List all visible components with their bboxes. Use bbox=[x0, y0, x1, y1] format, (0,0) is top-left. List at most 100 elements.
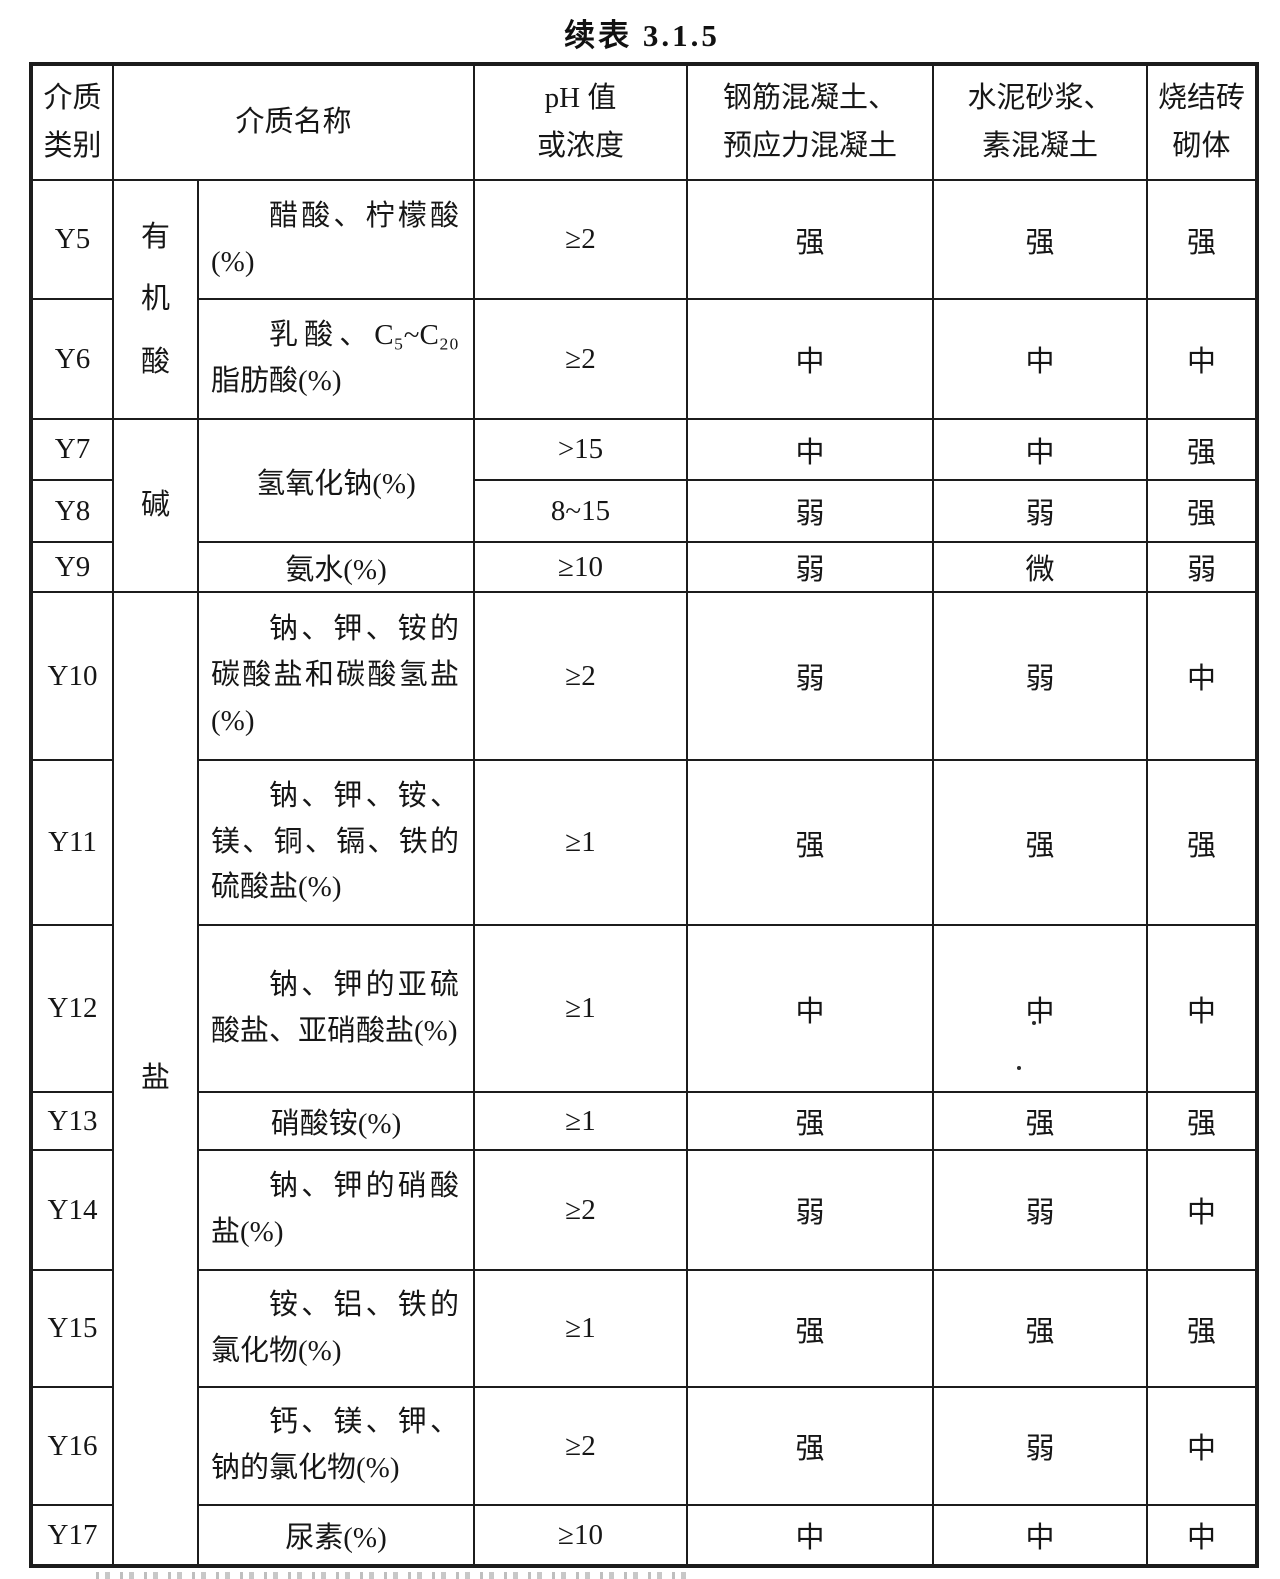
column-header-media-name: 介质名称 bbox=[111, 63, 476, 181]
ph-cell: ≥2 bbox=[473, 298, 689, 420]
table-row-y10: Y10 盐 钠、钾、铵的碳酸盐和碳酸氢盐(%) ≥2 弱 弱 中 bbox=[30, 591, 1259, 1567]
media-id-cell: Y15 bbox=[30, 1269, 114, 1388]
media-name-cell: 钙、镁、钾、钠的氯化物(%) bbox=[196, 1386, 476, 1506]
table-row-y9: Y9 氨水(%) ≥10 弱 微 弱 bbox=[30, 541, 1259, 593]
column-header-cement-mortar: 水泥砂浆、 素混凝土 bbox=[932, 63, 1149, 181]
ph-cell: ≥1 bbox=[473, 1269, 689, 1388]
table-row-y8: Y8 8~15 弱 弱 强 bbox=[30, 479, 1259, 543]
grade-cell-rc: 强 bbox=[686, 1386, 935, 1506]
grade-cell-brick: 强 bbox=[1146, 1269, 1259, 1388]
grade-cell-mortar: 弱 bbox=[932, 479, 1149, 543]
ph-cell: ≥1 bbox=[473, 759, 689, 926]
ph-cell: ≥2 bbox=[473, 1149, 689, 1271]
column-header-ph: pH 值 或浓度 bbox=[473, 63, 689, 181]
grade-cell-brick: 中 bbox=[1146, 591, 1259, 761]
grade-cell-brick: 中 bbox=[1146, 1149, 1259, 1271]
grade-cell-mortar: 中 bbox=[932, 1504, 1149, 1567]
media-id-cell: Y6 bbox=[30, 298, 114, 420]
grade-cell-brick: 中 bbox=[1146, 1386, 1259, 1506]
grade-cell-mortar: 弱 bbox=[932, 1149, 1149, 1271]
grade-cell-mortar: 强 bbox=[932, 1269, 1149, 1388]
column-header-reinforced-concrete: 钢筋混凝土、 预应力混凝土 bbox=[686, 63, 935, 181]
grade-cell-mortar: 强 bbox=[932, 179, 1149, 300]
scan-speck bbox=[1032, 1021, 1036, 1025]
table-row-y11: Y11 钠、钾、铵、镁、铜、镉、铁的硫酸盐(%) ≥1 强 强 强 bbox=[30, 759, 1259, 926]
ph-cell: ≥2 bbox=[473, 1386, 689, 1506]
grade-cell-mortar: 弱 bbox=[932, 591, 1149, 761]
media-id-cell: Y13 bbox=[30, 1091, 114, 1151]
group-cell-organic-acid: 有机酸 bbox=[112, 179, 199, 420]
table-row-y14: Y14 钠、钾的硝酸盐(%) ≥2 弱 弱 中 bbox=[30, 1149, 1259, 1271]
grade-cell-mortar: 微 bbox=[932, 541, 1149, 593]
grade-cell-rc: 强 bbox=[686, 1091, 935, 1151]
media-name-cell: 氨水(%) bbox=[196, 541, 476, 593]
grade-cell-brick: 强 bbox=[1146, 418, 1259, 481]
media-id-cell: Y5 bbox=[30, 179, 114, 300]
grade-cell-mortar: 弱 bbox=[932, 1386, 1149, 1506]
grade-cell-mortar: 强 bbox=[932, 1091, 1149, 1151]
media-name-cell: 尿素(%) bbox=[196, 1504, 476, 1567]
group-cell-salt: 盐 bbox=[112, 591, 199, 1567]
grade-cell-rc: 强 bbox=[686, 759, 935, 926]
grade-cell-rc: 弱 bbox=[686, 1149, 935, 1271]
media-name-cell: 氢氧化钠(%) bbox=[196, 418, 476, 543]
group-cell-alkali: 碱 bbox=[112, 418, 199, 593]
grade-cell-rc: 中 bbox=[686, 418, 935, 481]
grade-cell-brick: 强 bbox=[1146, 1091, 1259, 1151]
media-id-cell: Y16 bbox=[30, 1386, 114, 1506]
media-name-cell: 钠、钾的亚硫酸盐、亚硝酸盐(%) bbox=[196, 924, 476, 1093]
table-row-y13: Y13 硝酸铵(%) ≥1 强 强 强 bbox=[30, 1091, 1259, 1151]
media-name-cell: 钠、钾、铵的碳酸盐和碳酸氢盐(%) bbox=[196, 591, 476, 761]
media-id-cell: Y9 bbox=[30, 541, 114, 593]
media-name-cell: 铵、铝、铁的氯化物(%) bbox=[196, 1269, 476, 1388]
ph-cell: ≥2 bbox=[473, 591, 689, 761]
grade-cell-rc: 弱 bbox=[686, 591, 935, 761]
table-row-y7: Y7 碱 氢氧化钠(%) >15 中 中 强 bbox=[30, 418, 1259, 593]
ph-cell: ≥10 bbox=[473, 541, 689, 593]
header-row: 介质 类别 介质名称 pH 值 或浓度 钢筋混凝土、 预应力混凝土 水泥砂浆、 … bbox=[30, 63, 1259, 181]
ph-cell: ≥1 bbox=[473, 1091, 689, 1151]
grade-cell-rc: 弱 bbox=[686, 541, 935, 593]
grade-cell-brick: 强 bbox=[1146, 179, 1259, 300]
media-id-cell: Y7 bbox=[30, 418, 114, 481]
grade-cell-mortar: 中 bbox=[932, 418, 1149, 481]
grade-cell-rc: 中 bbox=[686, 1504, 935, 1567]
ph-cell: ≥1 bbox=[473, 924, 689, 1093]
scan-speck bbox=[1017, 1066, 1021, 1070]
media-id-cell: Y14 bbox=[30, 1149, 114, 1271]
media-id-cell: Y17 bbox=[30, 1504, 114, 1567]
grade-cell-brick: 中 bbox=[1146, 1504, 1259, 1567]
ph-cell: 8~15 bbox=[473, 479, 689, 543]
table-row-y15: Y15 铵、铝、铁的氯化物(%) ≥1 强 强 强 bbox=[30, 1269, 1259, 1388]
table-row-y6: Y6 乳酸、C₅~C₂₀脂肪酸(%) ≥2 中 中 中 bbox=[30, 298, 1259, 420]
grade-cell-brick: 中 bbox=[1146, 298, 1259, 420]
media-name-cell: 硝酸铵(%) bbox=[196, 1091, 476, 1151]
media-id-cell: Y12 bbox=[30, 924, 114, 1093]
grade-cell-mortar: 中 bbox=[932, 298, 1149, 420]
media-name-cell: 醋酸、柠檬酸(%) bbox=[196, 179, 476, 300]
group-label: 盐 bbox=[140, 1062, 170, 1095]
page-title: 续表 3.1.5 bbox=[564, 18, 720, 53]
group-label: 碱 bbox=[140, 489, 170, 522]
column-header-media-category: 介质 类别 bbox=[30, 63, 114, 181]
table-row-y16: Y16 钙、镁、钾、钠的氯化物(%) ≥2 强 弱 中 bbox=[30, 1386, 1259, 1506]
media-id-cell: Y11 bbox=[30, 759, 114, 926]
grade-cell-rc: 强 bbox=[686, 1269, 935, 1388]
ph-cell: ≥2 bbox=[473, 179, 689, 300]
cut-off-footnote-fragment bbox=[96, 1572, 686, 1579]
table-row-y12: Y12 钠、钾的亚硫酸盐、亚硝酸盐(%) ≥1 中 中 中 bbox=[30, 924, 1259, 1093]
column-header-sintered-brick: 烧结砖 砌体 bbox=[1146, 63, 1259, 181]
grade-cell-rc: 强 bbox=[686, 179, 935, 300]
group-label: 有机酸 bbox=[140, 220, 170, 378]
media-name-cell: 钠、钾的硝酸盐(%) bbox=[196, 1149, 476, 1271]
grade-cell-rc: 中 bbox=[686, 924, 935, 1093]
media-name-cell: 钠、钾、铵、镁、铜、镉、铁的硫酸盐(%) bbox=[196, 759, 476, 926]
media-corrosion-table: 介质 类别 介质名称 pH 值 或浓度 钢筋混凝土、 预应力混凝土 水泥砂浆、 … bbox=[29, 62, 1260, 1568]
media-name-cell: 乳酸、C₅~C₂₀脂肪酸(%) bbox=[196, 298, 476, 420]
media-id-cell: Y8 bbox=[30, 479, 114, 543]
grade-cell-brick: 强 bbox=[1146, 759, 1259, 926]
grade-cell-rc: 弱 bbox=[686, 479, 935, 543]
grade-cell-brick: 弱 bbox=[1146, 541, 1259, 593]
ph-cell: >15 bbox=[473, 418, 689, 481]
